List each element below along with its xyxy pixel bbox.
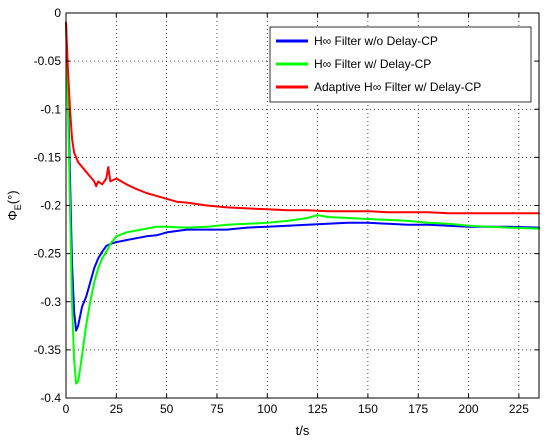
- y-tick-label: 0: [54, 6, 61, 20]
- x-tick-label: 100: [257, 402, 277, 416]
- y-tick-label: -0.2: [40, 199, 61, 213]
- y-tick-label: -0.35: [34, 343, 62, 357]
- x-tick-label: 50: [160, 402, 174, 416]
- y-tick-label: -0.3: [40, 295, 61, 309]
- y-axis-title-unit: (°): [5, 190, 20, 204]
- x-tick-label: 75: [210, 402, 224, 416]
- axis-ticks: [65, 12, 539, 399]
- series-line-1: [65, 21, 540, 332]
- series-line-3: [65, 21, 540, 215]
- series-line-2: [65, 21, 540, 385]
- series-lines: [65, 21, 540, 385]
- y-tick-label: -0.4: [40, 391, 61, 405]
- x-tick-label: 175: [408, 402, 428, 416]
- y-axis-title: ΦE(°): [5, 190, 23, 220]
- x-tick-label: 225: [509, 402, 529, 416]
- x-axis-tick-labels: 0 25 50 75 100 125 150 175 200 225: [63, 402, 530, 416]
- y-tick-label: -0.15: [34, 150, 62, 164]
- legend-entries: H∞ Filter w/o Delay-CP H∞ Filter w/ Delay…: [276, 34, 481, 94]
- y-tick-label: -0.1: [40, 102, 61, 116]
- x-tick-label: 150: [358, 402, 378, 416]
- x-tick-label: 200: [459, 402, 479, 416]
- y-tick-label: -0.25: [34, 247, 62, 261]
- legend-box: [269, 26, 532, 103]
- x-tick-label: 25: [110, 402, 124, 416]
- y-tick-label: -0.05: [34, 54, 62, 68]
- legend: H∞ Filter w/o Delay-CP H∞ Filter w/ Delay…: [269, 26, 532, 103]
- legend-label-2: H∞ Filter w/ Delay-CP: [314, 57, 431, 71]
- y-axis-title-main: Φ: [5, 210, 20, 220]
- x-tick-label: 0: [63, 402, 70, 416]
- legend-label-1: H∞ Filter w/o Delay-CP: [314, 34, 438, 48]
- x-tick-label: 125: [308, 402, 328, 416]
- y-axis-title-subscript: E: [13, 204, 23, 210]
- y-axis-tick-labels: 0 -0.05 -0.1 -0.15 -0.2 -0.25 -0.3 -0.35 -0.4: [34, 6, 62, 405]
- x-axis-title: t/s: [296, 423, 310, 438]
- legend-label-3: Adaptive H∞ Filter w/ Delay-CP: [314, 80, 481, 94]
